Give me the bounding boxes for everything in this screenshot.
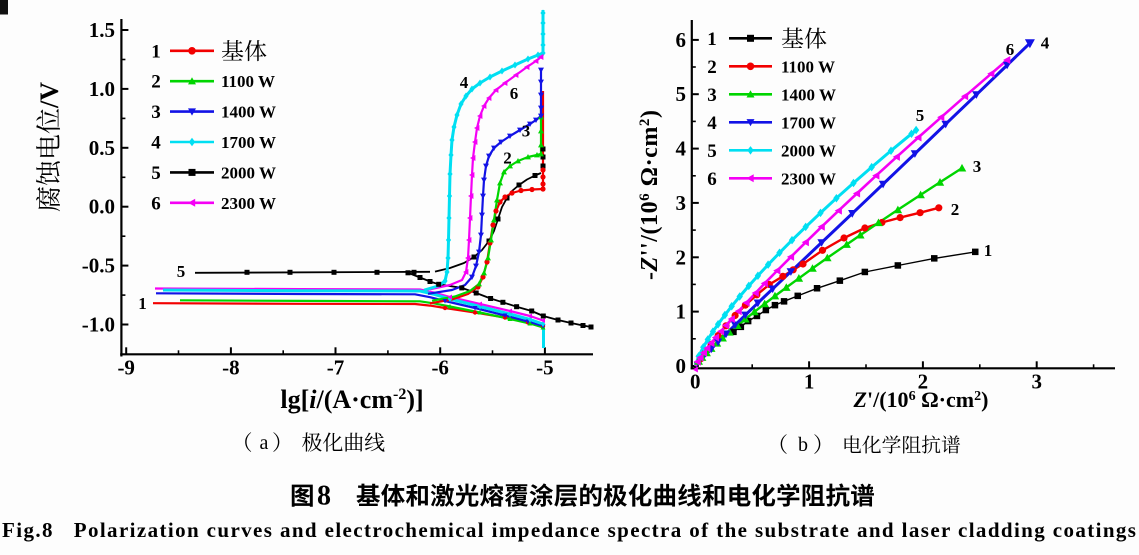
svg-text:-7: -7 bbox=[327, 356, 345, 380]
svg-text:-6: -6 bbox=[431, 356, 449, 380]
svg-text:2300 W: 2300 W bbox=[781, 169, 836, 188]
svg-text:5: 5 bbox=[177, 262, 186, 281]
svg-text:-9: -9 bbox=[117, 356, 135, 380]
svg-text:1.5: 1.5 bbox=[89, 18, 115, 42]
svg-text:-8: -8 bbox=[222, 356, 240, 380]
svg-text:0: 0 bbox=[676, 354, 687, 378]
svg-text:5: 5 bbox=[676, 82, 687, 106]
svg-text:0: 0 bbox=[690, 370, 701, 394]
svg-text:-5: -5 bbox=[536, 356, 554, 380]
svg-text:2: 2 bbox=[951, 200, 960, 219]
svg-text:3: 3 bbox=[973, 157, 982, 176]
svg-text:3: 3 bbox=[1031, 370, 1042, 394]
svg-text:3: 3 bbox=[151, 102, 161, 123]
svg-text:5: 5 bbox=[151, 163, 161, 184]
svg-text:b: b bbox=[798, 434, 808, 456]
svg-text:1100 W: 1100 W bbox=[221, 72, 275, 91]
svg-text:8: 8 bbox=[317, 481, 331, 512]
svg-text:1100 W: 1100 W bbox=[781, 57, 835, 76]
svg-text:2300 W: 2300 W bbox=[221, 194, 276, 213]
svg-text:2000 W: 2000 W bbox=[781, 141, 836, 160]
svg-text:/V: /V bbox=[35, 82, 64, 109]
svg-text:4: 4 bbox=[1041, 34, 1050, 53]
svg-text:1: 1 bbox=[707, 29, 717, 50]
svg-text:3: 3 bbox=[676, 191, 687, 215]
svg-text:6: 6 bbox=[676, 28, 687, 52]
svg-text:Fig.8 Polarization curves an: Fig.8 Polarization curves and electroche… bbox=[2, 518, 1136, 542]
svg-text:2: 2 bbox=[503, 149, 512, 168]
svg-text:1: 1 bbox=[151, 41, 161, 62]
svg-text:a: a bbox=[260, 432, 269, 454]
svg-text:Z'/(106 Ω·cm2): Z'/(106 Ω·cm2) bbox=[853, 387, 989, 412]
svg-text:2000 W: 2000 W bbox=[221, 163, 276, 182]
svg-text:3: 3 bbox=[522, 122, 531, 141]
svg-text:4: 4 bbox=[151, 133, 161, 154]
svg-text:-Z''/(106 Ω·cm2): -Z''/(106 Ω·cm2) bbox=[637, 110, 663, 280]
svg-text:1: 1 bbox=[676, 300, 687, 324]
svg-text:4: 4 bbox=[676, 137, 687, 161]
svg-text:-0.5: -0.5 bbox=[82, 254, 115, 278]
svg-text:1700 W: 1700 W bbox=[781, 113, 836, 132]
svg-text:3: 3 bbox=[707, 85, 717, 106]
svg-text:0.0: 0.0 bbox=[89, 195, 115, 219]
svg-text:4: 4 bbox=[460, 73, 469, 92]
svg-text:1: 1 bbox=[984, 241, 993, 260]
svg-text:1400 W: 1400 W bbox=[781, 85, 836, 104]
svg-text:2: 2 bbox=[676, 245, 687, 269]
svg-text:1700 W: 1700 W bbox=[221, 133, 276, 152]
svg-text:-1.0: -1.0 bbox=[82, 313, 115, 337]
svg-text:6: 6 bbox=[151, 193, 161, 214]
svg-text:2: 2 bbox=[151, 72, 161, 93]
svg-text:5: 5 bbox=[707, 141, 717, 162]
svg-text:1: 1 bbox=[804, 370, 815, 394]
svg-text:4: 4 bbox=[707, 113, 717, 134]
svg-text:0.5: 0.5 bbox=[89, 136, 115, 160]
svg-text:6: 6 bbox=[510, 84, 519, 103]
svg-text:1.0: 1.0 bbox=[89, 77, 115, 101]
svg-text:1400 W: 1400 W bbox=[221, 103, 276, 122]
svg-text:2: 2 bbox=[918, 370, 929, 394]
svg-text:6: 6 bbox=[1006, 40, 1015, 59]
svg-text:2: 2 bbox=[707, 57, 717, 78]
svg-text:1: 1 bbox=[138, 294, 147, 313]
svg-text:5: 5 bbox=[916, 106, 925, 125]
svg-text:lg[i/(A·cm-2)]: lg[i/(A·cm-2)] bbox=[280, 385, 423, 414]
svg-text:6: 6 bbox=[707, 169, 717, 190]
